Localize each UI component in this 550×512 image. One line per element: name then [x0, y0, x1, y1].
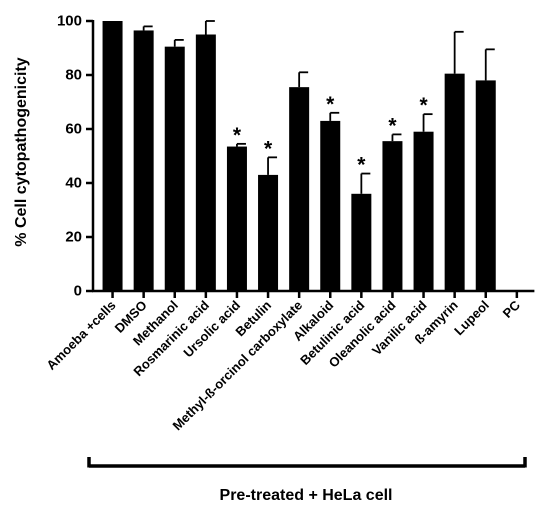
- x-tick-label: Lupeol: [451, 298, 492, 339]
- bar: [475, 80, 496, 292]
- y-axis-title: % Cell cytopathogenicity: [13, 57, 30, 246]
- y-tick-label: 0: [74, 283, 82, 300]
- y-axis-title-group: % Cell cytopathogenicity: [13, 57, 30, 246]
- y-tick-label: 80: [65, 67, 82, 84]
- significance-marker: *: [357, 154, 366, 177]
- bars-group: * * * * * *: [102, 20, 496, 292]
- x-tick-label: Amoeba +cells: [43, 298, 118, 373]
- y-tick-label: 20: [65, 229, 82, 246]
- y-tick-label: 60: [65, 121, 82, 138]
- y-axis: 0 20 40 60 80 100: [57, 13, 95, 300]
- x-tick-label: PC: [500, 297, 524, 321]
- significance-marker: *: [388, 114, 397, 137]
- bar: [133, 30, 154, 291]
- significance-marker: *: [326, 93, 335, 116]
- significance-marker: *: [264, 137, 273, 160]
- y-tick-label: 40: [65, 175, 82, 192]
- bar: [320, 120, 341, 292]
- significance-marker: *: [419, 94, 428, 117]
- bar: [195, 34, 216, 291]
- group-bracket: [87, 457, 527, 468]
- bar: [164, 46, 185, 292]
- y-tick-label: 100: [57, 13, 82, 30]
- bar: [102, 21, 123, 291]
- significance-marker: *: [233, 124, 242, 147]
- bar: [289, 87, 310, 292]
- bar: [351, 193, 372, 291]
- bar: [444, 73, 465, 292]
- bar: [258, 174, 279, 291]
- bar: [226, 146, 247, 291]
- group-label: Pre-treated + HeLa cell: [220, 487, 393, 504]
- bar: [413, 131, 434, 291]
- bar: [382, 141, 403, 291]
